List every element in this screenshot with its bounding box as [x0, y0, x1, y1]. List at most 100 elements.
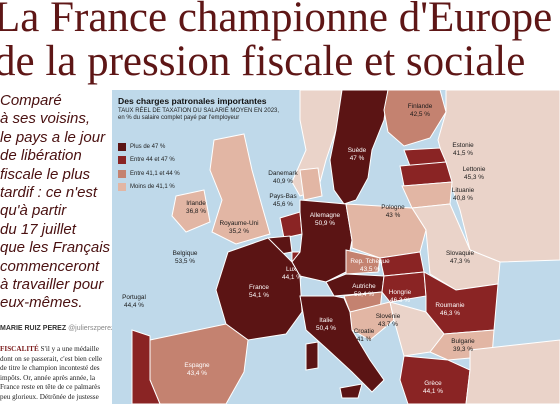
legend-item: Plus de 47 %	[118, 140, 180, 154]
legend-swatch	[118, 183, 126, 192]
country-value: 45,3 %	[464, 173, 484, 181]
lede-line: Comparé	[0, 92, 62, 109]
country-name: Lux.	[285, 266, 299, 273]
label-autriche: Autriche 53,4 %	[352, 283, 375, 298]
label-portugal: Portugal 44,4 %	[122, 294, 146, 309]
country-name: Allemagne	[309, 212, 341, 219]
lede-line: commenceront	[0, 257, 100, 275]
label-slovenie: Slovénie 43,7 %	[376, 313, 401, 328]
country-value: 43 %	[385, 211, 401, 219]
label-estonie: Estonie 41,5 %	[452, 142, 473, 157]
country-france	[215, 237, 303, 341]
legend-label: Moins de 41,1 %	[130, 184, 175, 191]
legend-label: Plus de 47 %	[130, 143, 166, 150]
article-lead: FISCALITÉ	[0, 345, 39, 353]
article-line: dont on se passerait, c'est bien celle	[0, 354, 103, 363]
country-value: 50,9 %	[315, 219, 335, 227]
legend-swatch	[118, 156, 126, 165]
lede-line: le pays a le jour	[0, 128, 106, 146]
country-finlande	[383, 90, 447, 147]
infobox-subtitle-line2: en % du salaire complet payé par l'emplo…	[118, 115, 240, 122]
map-svg	[131, 90, 560, 404]
country-value: 47 %	[349, 154, 365, 162]
country-value: 44,4 %	[124, 301, 144, 309]
country-name: Autriche	[352, 283, 376, 290]
label-finlande: Finlande 42,5 %	[408, 103, 433, 118]
lede-line: eux-mêmes.	[0, 294, 83, 312]
country-value: 43,7 %	[378, 320, 398, 328]
country-name: Espagne	[184, 362, 210, 369]
country-value: 46,3 %	[390, 296, 410, 304]
country-name: Croatie	[353, 328, 375, 335]
lede-line: du 17 juillet	[0, 220, 76, 238]
label-suede: Suède 47 %	[348, 147, 366, 162]
country-name: Pays-Bas	[269, 193, 297, 200]
country-reptcheque	[345, 249, 381, 275]
map-legend: Plus de 47 % Entre 44 et 47 % Entre 41,1…	[118, 140, 180, 194]
country-danemark	[299, 167, 323, 201]
label-danemark: Danemark 40,9 %	[268, 170, 297, 185]
country-value: 54,1 %	[249, 291, 269, 299]
country-name: Lettonie	[462, 166, 486, 173]
lede-line: de libération	[0, 147, 82, 165]
country-name: Slovaquie	[445, 250, 475, 257]
country-name: Hongrie	[388, 289, 412, 296]
headline-line-1: La France championne d'Europe	[0, 0, 553, 41]
country-turkey	[465, 339, 560, 404]
country-name: Portugal	[122, 294, 146, 301]
country-value: 50,4 %	[316, 324, 336, 332]
country-name: Irlande	[186, 200, 206, 207]
country-name: Lituanie	[451, 187, 475, 194]
byline: MARIE RUIZ PEREZ @julierszperez	[0, 325, 122, 332]
label-bulgarie: Bulgarie 39,3 %	[451, 338, 474, 353]
country-hongrie	[381, 271, 427, 303]
island-sicily	[339, 383, 363, 399]
lede-line: à travailler pour	[0, 276, 104, 294]
island-sardinia	[305, 341, 319, 371]
label-france: France 54,1 %	[249, 284, 269, 299]
article-line: S'il y a une médaille	[38, 345, 99, 353]
infobox-title: Des charges patronales importantes	[118, 96, 267, 106]
country-name: Italie	[319, 317, 333, 324]
label-belgique: Belgique 53,5 %	[173, 250, 198, 265]
country-value: 36,8 %	[186, 207, 206, 215]
country-value: 39,3 %	[453, 345, 473, 353]
country-value: 41 %	[356, 335, 372, 343]
country-name: Slovénie	[375, 313, 401, 320]
country-name: France	[249, 284, 269, 291]
country-name: Grèce	[424, 380, 442, 387]
author-name: MARIE RUIZ PEREZ	[0, 325, 67, 332]
country-value: 40,9 %	[273, 177, 293, 185]
legend-item: Entre 41,1 et 44 %	[118, 167, 180, 181]
country-value: 40,8 %	[453, 194, 473, 202]
headline: La France championne d'Europe de la pres…	[0, 0, 560, 84]
country-value: 42,5 %	[410, 110, 430, 118]
country-italie	[299, 295, 385, 393]
label-lux: Lux. 44,1 %	[282, 266, 302, 281]
label-lituanie: Lituanie 40,8 %	[452, 187, 474, 202]
article-line: impôts. Or, année après année, la	[0, 373, 96, 382]
headline-line-2: de la pression fiscale et sociale	[0, 38, 526, 85]
country-russia	[437, 90, 560, 263]
label-grece: Grèce 44,1 %	[423, 380, 443, 395]
author-handle[interactable]: @julierszperez	[68, 325, 115, 332]
country-name: Roumanie	[435, 302, 465, 309]
lede-line: à ses voisins,	[0, 110, 91, 128]
country-value: 41,5 %	[453, 149, 473, 157]
country-value: 44,1 %	[423, 387, 443, 395]
country-portugal	[131, 329, 161, 404]
legend-label: Entre 44 et 47 %	[130, 157, 175, 164]
country-name: Estonie	[452, 142, 474, 149]
country-value: 43,4 %	[187, 369, 207, 377]
country-value: 45,6 %	[273, 200, 293, 208]
article-line: France reste en tête de ce palmarès	[0, 383, 101, 392]
country-value: 47,3 %	[450, 257, 470, 265]
label-allemagne: Allemagne 50,9 %	[310, 212, 340, 227]
infobox-subtitle-line1: TAUX RÉEL DE TAXATION DU SALARIÉ MOYEN E…	[118, 108, 280, 114]
label-lettonie: Lettonie 45,3 %	[463, 166, 486, 181]
lede-line: qu'à partir	[0, 202, 67, 220]
country-value: 53,5 %	[175, 257, 195, 265]
label-croatie: Croatie 41 %	[354, 328, 375, 343]
lede-line: fiscale le plus	[0, 165, 91, 183]
country-name: Royaume-Uni	[219, 220, 259, 227]
